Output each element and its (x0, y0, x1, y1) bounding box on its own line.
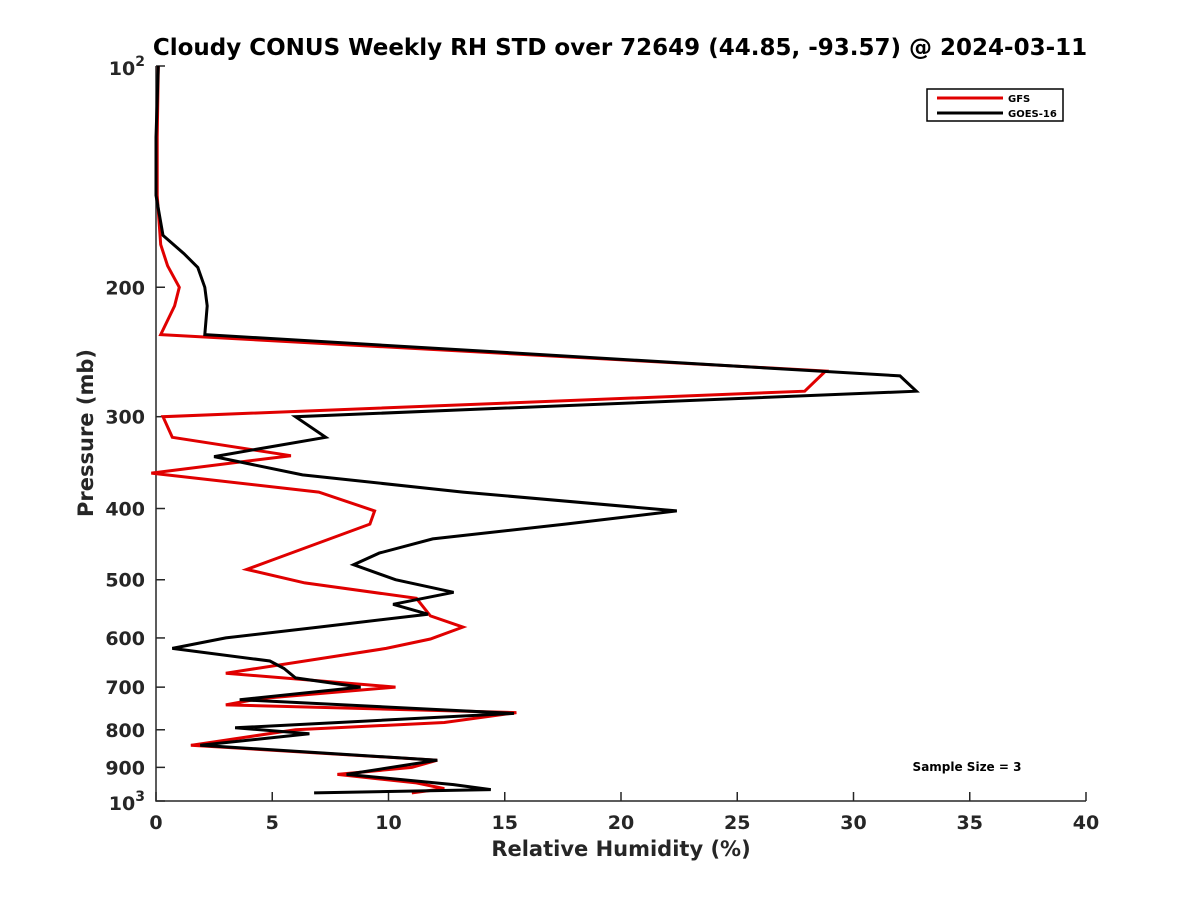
plot-area: 0 5 10 15 20 25 30 35 40 10220030040050060070080… (105, 54, 1099, 834)
x-tick-label: 20 (608, 812, 634, 834)
y-tick-label: 700 (105, 677, 145, 699)
y-tick-label: 400 (105, 499, 145, 521)
y-tick-label-exponent: 3 (135, 789, 145, 805)
x-tick-label: 0 (149, 812, 162, 834)
y-tick-label: 800 (105, 720, 145, 742)
y-tick-label: 103 (109, 789, 145, 815)
y-tick-label-base: 10 (109, 793, 135, 815)
y-tick-label: 300 (105, 407, 145, 429)
series-line-goes-16 (154, 65, 920, 795)
series-lines (151, 65, 920, 795)
x-tick-label: 5 (266, 812, 279, 834)
x-tick-label: 35 (957, 812, 983, 834)
x-tick-label: 10 (375, 812, 401, 834)
legend-label: GOES-16 (1008, 109, 1057, 120)
x-axis-label: Relative Humidity (%) (491, 837, 750, 861)
x-tick-label: 30 (840, 812, 866, 834)
y-tick-label: 200 (105, 277, 145, 299)
legend-items: GFS GOES-16 (937, 94, 1057, 120)
y-tick-label: 600 (105, 628, 145, 650)
y-tick-label-exponent: 2 (135, 54, 145, 70)
axes-frame (155, 66, 1086, 802)
x-tick-label: 40 (1073, 812, 1099, 834)
x-tick-label: 25 (724, 812, 750, 834)
series-line-gfs (151, 65, 830, 795)
legend-label: GFS (1008, 94, 1030, 105)
x-axis-ticks: 0 5 10 15 20 25 30 35 40 (149, 792, 1099, 834)
y-tick-label: 500 (105, 570, 145, 592)
y-tick-label-base: 10 (109, 58, 135, 80)
chart-title: Cloudy CONUS Weekly RH STD over 72649 (4… (153, 35, 1087, 61)
y-tick-label: 900 (105, 757, 145, 779)
x-tick-label: 15 (492, 812, 518, 834)
legend-box (926, 88, 1064, 122)
y-tick-label: 102 (109, 54, 145, 80)
sample-size-annotation: Sample Size = 3 (913, 760, 1022, 774)
y-axis-label: Pressure (mb) (74, 349, 98, 517)
legend: GFS GOES-16 (926, 88, 1064, 122)
